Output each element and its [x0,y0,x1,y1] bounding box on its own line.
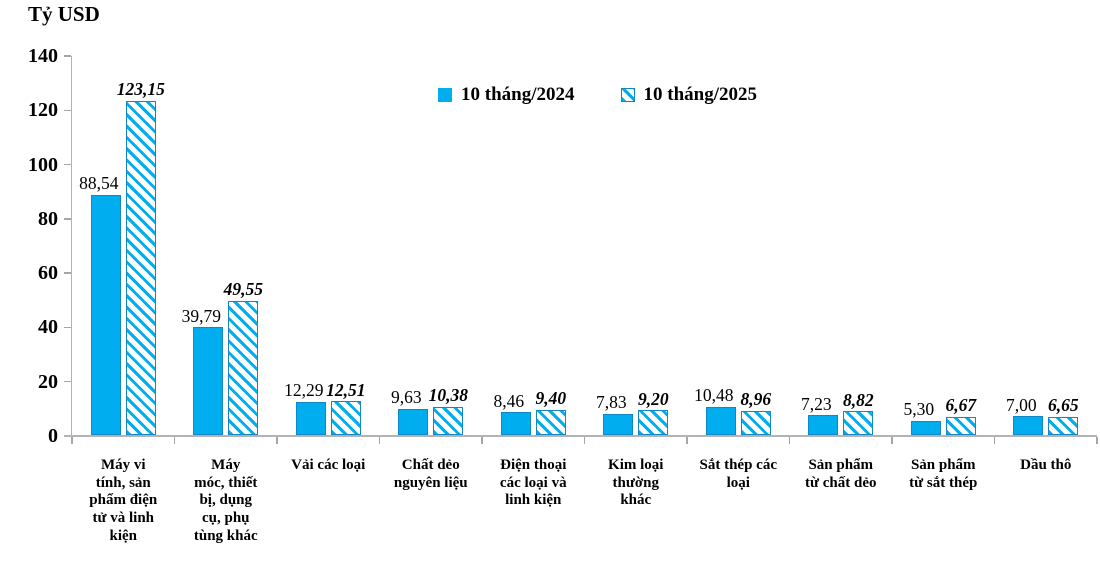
bar-group: 7,00 6,65 [995,396,1098,435]
bar-2024-solid: 7,00 [1006,396,1044,435]
category-label: Máy vi tính, sản phẩm điện tử và linh ki… [89,457,158,544]
y-axis-tick [63,218,71,220]
x-axis-tick [71,437,73,444]
x-axis-tick [1096,437,1098,444]
y-axis-tick [63,272,71,274]
category-label: Máy móc, thiết bị, dụng cụ, phụ tùng khá… [193,457,258,544]
bar-2025-hatched: 6,65 [1048,397,1079,435]
bar-group: 10,48 8,96 [687,387,790,435]
bar-group: 12,29 12,51 [277,381,380,435]
bar-value-2024: 88,54 [79,173,119,194]
bar-value-2024: 7,23 [800,393,832,414]
bar-group: 8,46 9,40 [482,389,585,435]
x-axis-tick [378,437,381,444]
legend: 10 tháng/2024 10 tháng/2025 [438,84,757,106]
y-axis-label: 20 [38,370,58,393]
category-label: Dầu thô [1020,457,1072,473]
bar-value-2024: 10,48 [694,385,734,406]
bar-value-2024: 7,00 [1005,394,1037,415]
bar-value-2024: 9,63 [390,387,422,408]
bar-value-2024: 12,29 [284,380,324,401]
bar-value-2025: 8,82 [842,389,874,410]
y-axis-label: 0 [48,425,58,447]
category-label: Sản phẩm từ chất dẻo [805,457,877,491]
legend-label-2024: 10 tháng/2024 [461,84,575,105]
y-axis-tick [63,163,71,166]
bar-value-2025: 8,96 [740,389,772,410]
y-axis-label: 40 [38,316,58,339]
bar-value-2025: 9,20 [637,388,669,409]
bar-group: 7,23 8,82 [790,391,893,435]
bar-2025-hatched: 6,67 [945,397,976,435]
bar-2025-hatched: 8,96 [740,391,771,435]
bar-value-2024: 8,46 [493,390,525,411]
bar-2025-hatched: 10,38 [429,387,468,435]
x-axis-tick [891,437,893,444]
bar-2024-solid: 9,63 [391,389,429,435]
bar-2025-hatched: 8,82 [843,391,874,435]
y-axis-label: 140 [28,45,58,67]
bar-2024-solid: 8,46 [493,392,531,435]
x-axis-tick [481,437,483,444]
bar-value-2024: 7,83 [595,392,627,413]
bar-2024-solid: 5,30 [903,401,941,435]
y-axis-tick [63,55,71,57]
x-axis-tick [788,437,791,444]
bar-group: 39,79 49,55 [175,281,278,435]
legend-swatch-solid-icon [438,88,452,102]
bar-value-2025: 12,51 [326,379,366,400]
y-axis-label: 60 [38,262,58,285]
bar-group: 7,83 9,20 [585,390,688,435]
bar-2025-hatched: 123,15 [117,81,165,435]
x-axis-tick [276,437,278,444]
y-axis-label: 120 [28,99,58,122]
legend-swatch-hatched-icon [620,88,635,102]
bar-2024-solid: 7,83 [596,394,634,435]
x-axis-tick [993,437,996,444]
category-label: Sản phẩm từ sắt thép [909,457,978,491]
bar-2024-solid: 39,79 [182,307,224,435]
bar-group: 88,54 123,15 [72,81,175,435]
bar-value-2025: 6,65 [1047,395,1079,416]
x-axis-tick [173,437,176,444]
bar-value-2025: 123,15 [116,79,165,100]
y-axis-label: 100 [28,153,58,176]
bar-group: 9,63 10,38 [380,387,483,435]
category-label: Điện thoại các loại và linh kiện [499,457,567,509]
bar-2024-solid: 88,54 [79,175,121,435]
x-axis-tick [686,437,688,444]
bar-value-2025: 49,55 [223,279,263,300]
bar-2025-hatched: 9,40 [535,389,566,435]
bar-value-2025: 10,38 [428,385,468,406]
chart-unit-title: Tỷ USD [28,2,100,26]
bar-2025-hatched: 9,20 [638,390,669,435]
bar-2024-solid: 12,29 [284,382,326,435]
bar-2024-solid: 7,23 [801,395,839,435]
x-axis-tick [583,437,586,444]
legend-label-2025: 10 tháng/2025 [643,84,758,105]
y-axis-tick [63,326,71,329]
category-label: Chất dẻo nguyên liệu [393,457,468,491]
category-label: Vải các loại [291,457,366,473]
legend-item-2025: 10 tháng/2025 [620,84,758,106]
y-axis-tick [63,380,71,383]
bar-value-2024: 5,30 [903,399,935,420]
y-axis-line [70,56,72,436]
bar-2025-hatched: 12,51 [326,381,365,435]
y-axis-tick [63,109,71,112]
bar-value-2024: 39,79 [181,305,221,326]
bar-2024-solid: 10,48 [694,387,736,435]
legend-item-2024: 10 tháng/2024 [438,84,575,106]
bar-value-2025: 6,67 [945,395,977,416]
x-axis-line [63,435,1097,437]
category-label: Kim loại thường khác [608,457,664,509]
bar-2025-hatched: 49,55 [224,281,263,435]
bar-group: 5,30 6,67 [892,397,995,435]
y-axis-label: 80 [38,207,58,230]
category-label: Sắt thép các loại [699,457,778,491]
bar-value-2025: 9,40 [535,388,567,408]
